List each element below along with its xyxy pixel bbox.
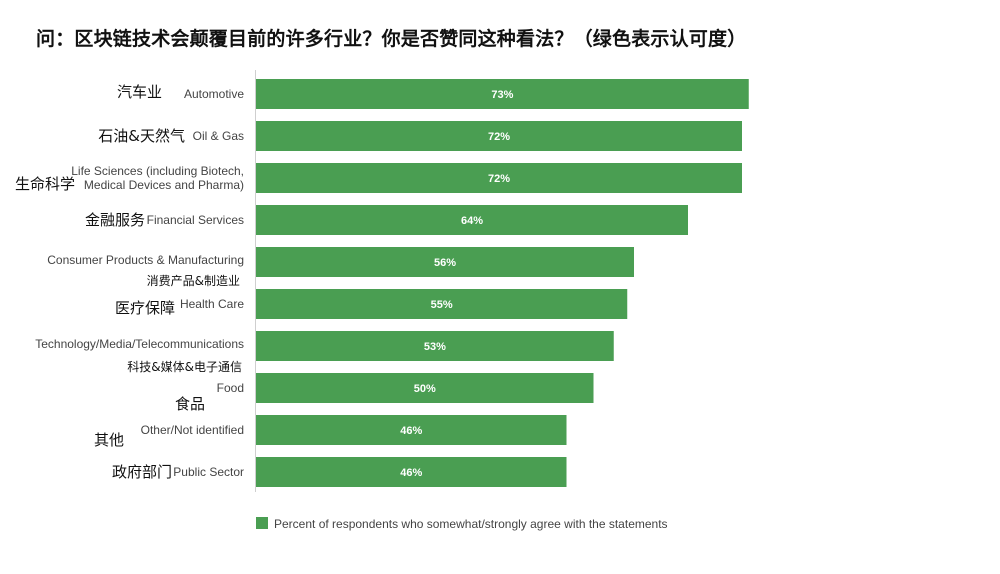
category-label-en: Oil & Gas bbox=[193, 129, 244, 143]
bar-9 bbox=[256, 415, 567, 445]
category-label-zh: 生命科学 bbox=[15, 175, 75, 193]
category-label-zh: 科技&媒体&电子通信 bbox=[127, 360, 242, 374]
category-label-en: Consumer Products & Manufacturing bbox=[47, 253, 244, 267]
category-label-zh: 消费产品&制造业 bbox=[147, 274, 240, 288]
category-label-en: Public Sector bbox=[173, 465, 244, 479]
bar-value-label: 55% bbox=[431, 299, 453, 311]
chart-title: 问：区块链技术会颠覆目前的许多行业？你是否赞同这种看法？（绿色表示认可度） bbox=[36, 28, 747, 50]
bar-6 bbox=[256, 289, 628, 319]
category-label-zh: 食品 bbox=[175, 395, 205, 413]
bar-value-label: 73% bbox=[491, 89, 513, 101]
category-label-en: Medical Devices and Pharma) bbox=[84, 178, 244, 192]
bar-7 bbox=[256, 331, 614, 361]
bar-value-label: 64% bbox=[461, 215, 483, 227]
category-label-zh: 汽车业 bbox=[117, 83, 162, 101]
category-label-en: Life Sciences (including Biotech, bbox=[71, 164, 244, 178]
category-label-en: Food bbox=[217, 381, 244, 395]
bar-3 bbox=[256, 163, 742, 193]
category-label-en: Health Care bbox=[180, 297, 244, 311]
category-label-zh: 石油&天然气 bbox=[98, 127, 185, 145]
category-label-en: Automotive bbox=[184, 87, 244, 101]
bar-value-label: 53% bbox=[424, 341, 446, 353]
category-label-zh: 政府部门 bbox=[112, 463, 172, 481]
bar-1 bbox=[256, 79, 749, 109]
bar-value-label: 72% bbox=[488, 173, 510, 185]
legend-swatch bbox=[256, 517, 268, 529]
category-label-en: Financial Services bbox=[147, 213, 244, 227]
bar-8 bbox=[256, 373, 594, 403]
category-label-zh: 医疗保障 bbox=[115, 299, 175, 317]
category-label-zh: 金融服务 bbox=[85, 211, 145, 229]
bar-value-label: 50% bbox=[414, 383, 436, 395]
bar-value-label: 46% bbox=[400, 425, 422, 437]
bar-4 bbox=[256, 205, 688, 235]
legend-label: Percent of respondents who somewhat/stro… bbox=[274, 517, 668, 531]
category-label-en: Other/Not identified bbox=[141, 423, 244, 437]
bar-5 bbox=[256, 247, 634, 277]
bar-value-label: 46% bbox=[400, 467, 422, 479]
bar-value-label: 56% bbox=[434, 257, 456, 269]
bar-value-label: 72% bbox=[488, 131, 510, 143]
category-label-zh: 其他 bbox=[94, 431, 124, 449]
category-label-en: Technology/Media/Telecommunications bbox=[35, 337, 244, 351]
bar-10 bbox=[256, 457, 567, 487]
bar-2 bbox=[256, 121, 742, 151]
